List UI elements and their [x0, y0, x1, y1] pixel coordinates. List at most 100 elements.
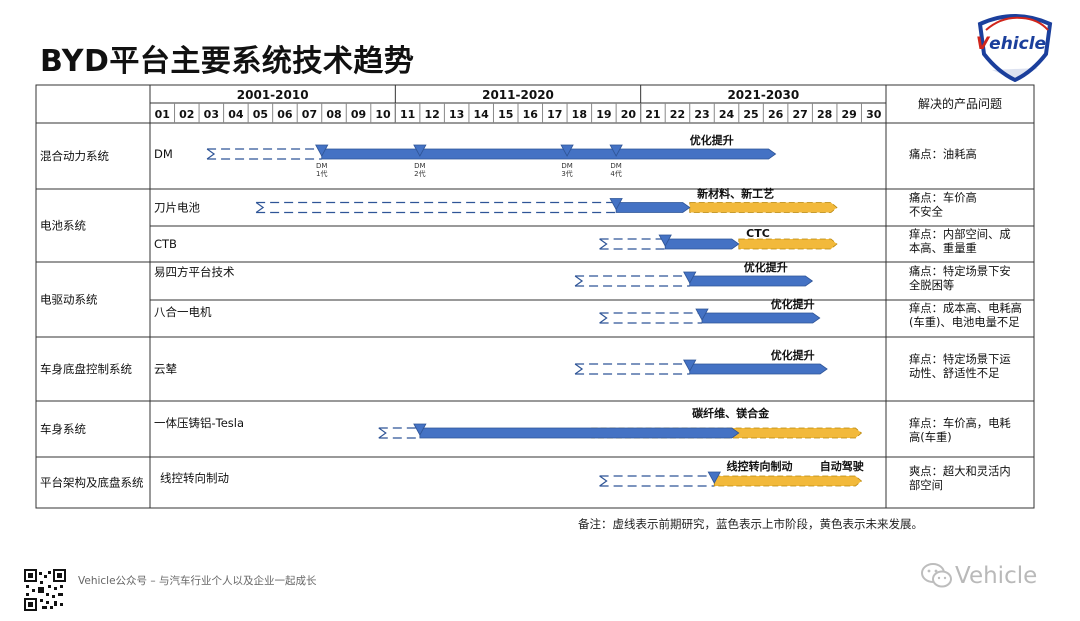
problem-text: 痛点：车价高	[909, 191, 977, 205]
year-label: 15	[498, 108, 513, 121]
footer-slogan: Vehicle公众号 – 与汽车行业个人以及企业一起成长	[78, 575, 317, 587]
period-label: 2021-2030	[727, 88, 799, 102]
milestone-marker-icon	[413, 144, 427, 157]
vehicle-logo	[977, 14, 1053, 82]
year-label: 06	[277, 108, 293, 121]
year-label: 25	[743, 108, 758, 121]
year-label: 17	[547, 108, 562, 121]
future-bar	[713, 475, 863, 487]
milestone-label: DM	[316, 162, 327, 170]
year-label: 11	[400, 108, 415, 121]
research-chevron-icon	[255, 202, 265, 213]
milestone-marker-icon	[560, 144, 574, 157]
stage-label: 自动驾驶	[820, 459, 865, 473]
problem-column-header: 解决的产品问题	[918, 96, 1002, 111]
tech-name: 八合一电机	[154, 305, 212, 319]
year-label: 19	[596, 108, 611, 121]
problem-text: 痒点：车价高，电耗	[909, 416, 1011, 430]
research-chevron-icon	[599, 238, 608, 250]
tech-name: 刀片电池	[154, 201, 200, 215]
year-label: 01	[155, 108, 170, 121]
research-chevron-icon	[599, 312, 608, 324]
market-bar	[419, 427, 740, 439]
market-bar	[689, 275, 814, 287]
milestone-label: 1代	[316, 169, 327, 178]
milestone-label: DM	[414, 162, 425, 170]
problem-text: 不安全	[909, 205, 944, 219]
stage-label: 优化提升	[744, 260, 788, 274]
year-label: 09	[351, 108, 366, 121]
tech-name: 一体压铸铝-Tesla	[154, 416, 244, 430]
problem-text: 动性、舒适性不足	[909, 366, 999, 380]
milestone-label: DM	[610, 162, 621, 170]
period-label: 2001-2010	[237, 88, 309, 102]
legend-note: 备注：虚线表示前期研究，蓝色表示上市阶段，黄色表示未来发展。	[578, 517, 923, 531]
tech-name: CTB	[154, 237, 177, 251]
year-label: 16	[523, 108, 539, 121]
market-bar	[321, 148, 777, 160]
tech-name: 易四方平台技术	[154, 265, 235, 279]
year-label: 12	[424, 108, 439, 121]
stage-label: 优化提升	[771, 348, 815, 362]
year-label: 28	[817, 108, 832, 121]
market-bar	[701, 312, 821, 324]
milestone-marker-icon	[413, 423, 427, 436]
tech-name: 线控转向制动	[160, 471, 229, 485]
research-chevron-icon	[599, 475, 608, 487]
research-chevron-icon	[206, 148, 216, 160]
milestone-label: 3代	[561, 169, 572, 178]
problem-text: 痛点：油耗高	[909, 147, 977, 161]
group-name: 混合动力系统	[40, 149, 109, 163]
stage-label: 线控转向制动	[727, 459, 793, 473]
problem-text: 本高、重量重	[909, 241, 977, 255]
group-name: 电驱动系统	[40, 293, 98, 307]
year-label: 07	[302, 108, 317, 121]
research-chevron-icon	[574, 275, 584, 287]
problem-text: 部空间	[909, 478, 943, 492]
group-name: 车身底盘控制系统	[40, 362, 132, 376]
problem-text: 爽点：超大和灵活内	[909, 464, 1011, 478]
group-name: 平台架构及底盘系统	[40, 476, 144, 490]
wechat-icon	[921, 563, 952, 588]
year-label: 04	[228, 108, 244, 121]
milestone-label: 4代	[610, 169, 621, 178]
year-label: 27	[792, 108, 807, 121]
milestone-marker-icon	[683, 359, 697, 372]
year-label: 14	[474, 108, 490, 121]
year-label: 30	[866, 108, 882, 121]
logo-wordmark: Vehicle	[976, 34, 1047, 54]
year-label: 26	[768, 108, 784, 121]
qr-code-icon	[24, 569, 66, 611]
problem-text: 痒点：特定场景下运	[909, 352, 1011, 366]
year-label: 29	[842, 108, 857, 121]
market-bar	[615, 202, 691, 213]
stage-label: 新材料、新工艺	[697, 187, 774, 201]
page-title: BYD平台主要系统技术趋势	[40, 44, 415, 79]
milestone-marker-icon	[658, 234, 672, 247]
research-chevron-icon	[378, 427, 387, 439]
milestone-marker-icon	[683, 271, 697, 284]
year-label: 18	[572, 108, 587, 121]
problem-text: (车重)、电池电量不足	[909, 315, 1020, 329]
research-chevron-icon	[574, 363, 584, 375]
problem-text: 痛点：特定场景下安	[909, 264, 1011, 278]
year-label: 20	[621, 108, 637, 121]
problem-text: 高(车重)	[909, 430, 952, 444]
year-label: 22	[670, 108, 685, 121]
problem-text: 痒点：成本高、电耗高	[909, 301, 1022, 315]
group-name: 电池系统	[40, 219, 86, 233]
stage-label: CTC	[746, 227, 770, 240]
stage-label: 优化提升	[771, 297, 815, 311]
stage-label: 碳纤维、镁合金	[692, 406, 770, 420]
milestone-marker-icon	[609, 144, 623, 157]
tech-name: DM	[154, 147, 173, 161]
milestone-label: 2代	[414, 169, 425, 178]
tech-name: 云辇	[154, 362, 177, 376]
period-label: 2011-2020	[482, 88, 554, 102]
problem-text: 痒点：内部空间、成	[909, 227, 1011, 241]
market-bar	[689, 363, 828, 375]
milestone-marker-icon	[609, 198, 623, 211]
logo-car-icon	[985, 16, 1049, 31]
market-bar	[664, 238, 740, 250]
